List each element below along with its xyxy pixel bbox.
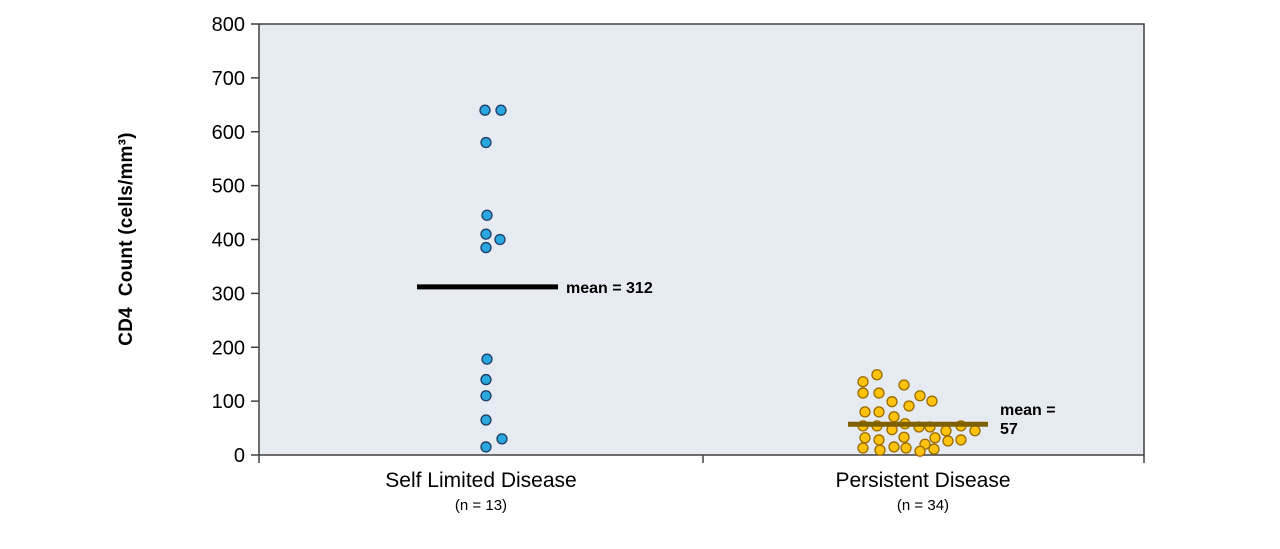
data-point-persistent [857,376,869,388]
data-point-persistent [914,445,926,457]
data-point-persistent [898,431,910,443]
data-point-self-limited [480,441,492,453]
data-point-persistent [873,387,885,399]
data-point-persistent [929,432,941,444]
data-point-persistent [859,432,871,444]
data-point-persistent [900,442,912,454]
data-point-persistent [873,434,885,446]
data-point-self-limited [496,433,508,445]
y-axis-tick-label: 800 [212,14,245,36]
y-axis-tick-label: 400 [212,230,245,252]
data-point-persistent [857,387,869,399]
data-point-self-limited [481,353,493,365]
group-name: Self Limited Disease [385,469,577,492]
plot-background [258,23,1145,456]
mean-annotation-line1: mean = [1000,402,1056,419]
y-axis-tick-label: 300 [212,283,245,305]
data-point-persistent [873,406,885,418]
mean-annotation-self-limited: mean = 312 [566,280,653,297]
y-axis-tick-label: 0 [234,445,245,467]
data-point-persistent [903,400,915,412]
mean-annotation-persistent: mean = 57 [1000,401,1056,439]
data-point-self-limited [479,104,491,116]
group-n-count: (n = 13) [454,497,508,514]
data-point-persistent [874,444,886,456]
y-axis-tick-label: 700 [212,68,245,90]
data-point-persistent [955,434,967,446]
x-category-label-self-limited: Self Limited Disease (n = 13) [385,468,576,515]
data-point-persistent [888,411,900,423]
data-point-persistent [928,443,940,455]
data-point-self-limited [480,136,492,149]
y-axis-tick-label: 600 [212,122,245,144]
x-category-label-persistent: Persistent Disease (n = 34) [835,468,1010,515]
group-name: Persistent Disease [835,469,1011,492]
data-point-persistent [898,379,910,391]
data-point-self-limited [480,228,492,240]
group-n-count: (n = 34) [896,497,950,514]
data-point-self-limited [480,241,492,254]
data-point-persistent [926,395,938,407]
y-axis-tick-label: 100 [212,391,245,413]
data-point-self-limited [495,104,507,116]
data-point-self-limited [494,233,506,246]
data-point-self-limited [481,209,493,221]
data-point-self-limited [480,414,492,426]
data-point-persistent [914,390,926,402]
data-point-self-limited [480,373,492,386]
mean-annotation-line2: 57 [1000,421,1018,438]
data-point-persistent [888,441,900,453]
data-point-persistent [871,369,883,381]
data-point-self-limited [480,390,492,402]
y-axis-tick-label: 200 [212,337,245,359]
data-point-persistent [969,425,981,437]
data-point-persistent [859,406,871,418]
data-point-persistent [942,435,954,447]
data-point-persistent [886,396,898,408]
data-point-persistent [940,425,952,437]
y-axis-tick-label: 500 [212,176,245,198]
data-point-persistent [857,442,869,454]
